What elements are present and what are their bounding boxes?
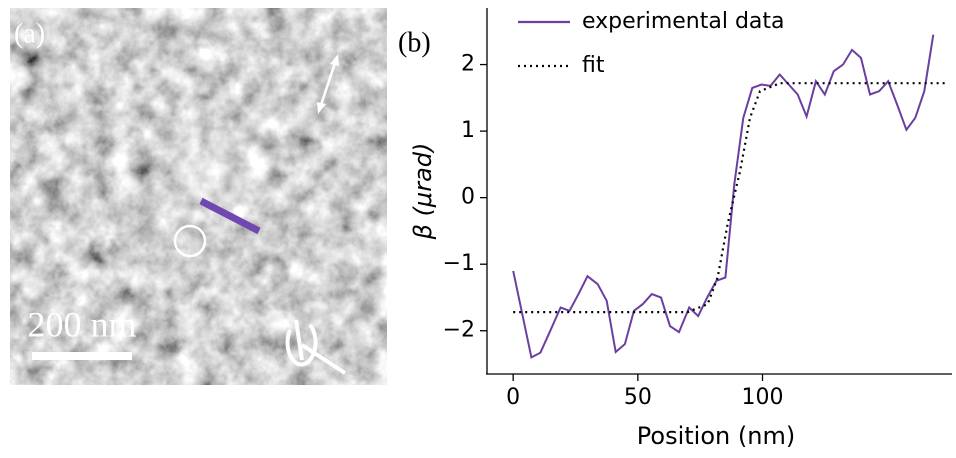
y-tick-label: −2 <box>443 318 475 343</box>
y-tick-label: 2 <box>461 52 475 77</box>
profile-line <box>199 197 261 235</box>
y-tick-label: 1 <box>461 118 475 143</box>
x-tick-label: 100 <box>742 385 784 410</box>
polarization-arrow <box>317 54 339 114</box>
bright-region <box>145 90 285 250</box>
defect-circle <box>173 224 207 258</box>
y-axis-label: β (μrad) <box>409 143 437 241</box>
image-panel: 200 nm (a) <box>10 8 387 385</box>
panel-label: (a) <box>14 18 45 49</box>
legend-label: experimental data <box>582 9 785 34</box>
y-tick-label: 0 <box>461 185 475 210</box>
chart: (b) Position (nm) β (μrad) 0 50 100 −2 −1 0 1 2… <box>398 8 952 450</box>
x-axis-label: Position (nm) <box>637 422 795 450</box>
series-line <box>513 82 947 314</box>
y-tick-label: −1 <box>443 251 475 276</box>
scale-bar <box>32 352 132 360</box>
panel-label: (b) <box>398 27 431 58</box>
x-tick-label: 50 <box>624 385 652 410</box>
rotation-icon <box>285 319 347 375</box>
x-tick-label: 0 <box>506 385 520 410</box>
legend-label: fit <box>582 53 605 78</box>
series-line <box>512 34 935 359</box>
scale-bar-label: 200 nm <box>27 304 136 344</box>
